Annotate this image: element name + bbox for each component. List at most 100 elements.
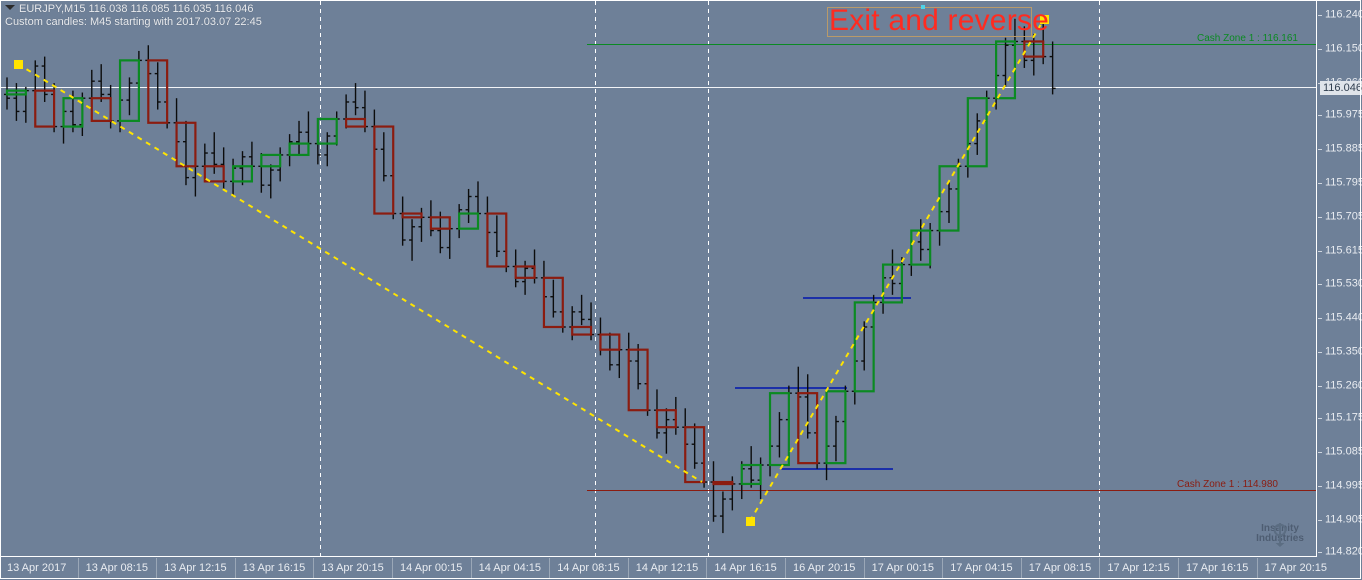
- time-axis-label: 13 Apr 12:15: [164, 562, 227, 574]
- ohlc-bar: [98, 64, 105, 102]
- ohlc-bar: [380, 132, 387, 182]
- price-axis-tick: [1318, 15, 1322, 16]
- annotation-anchor-point[interactable]: [921, 5, 925, 9]
- time-axis-label: 14 Apr 08:15: [557, 562, 620, 574]
- price-axis-label: 116.150: [1325, 42, 1362, 55]
- time-axis-separator: [77, 558, 79, 578]
- watermark: Insanity Industries: [1235, 523, 1325, 547]
- ohlc-bar: [550, 279, 557, 318]
- ohlc-bar: [154, 62, 161, 110]
- time-axis-separator: [234, 558, 236, 578]
- ohlc-bar: [832, 415, 839, 462]
- ohlc-bar: [296, 120, 303, 155]
- ohlc-bar: [493, 215, 500, 258]
- text-annotation-exit-reverse[interactable]: Exit and reverse: [829, 4, 1049, 37]
- ohlc-bar: [1049, 41, 1056, 95]
- time-axis-separator: [1099, 558, 1101, 578]
- price-axis-label: 114.995: [1325, 479, 1362, 492]
- time-axis-label: 17 Apr 12:15: [1107, 562, 1170, 574]
- price-axis-label: 115.705: [1325, 210, 1362, 223]
- time-axis-separator: [1178, 558, 1179, 578]
- ohlc-bar: [324, 132, 331, 167]
- ohlc-bar: [691, 423, 698, 469]
- ohlc-bar: [861, 321, 868, 371]
- ohlc-bar: [578, 294, 585, 326]
- symbol-header-row[interactable]: EURJPY,M15 116.038 116.085 116.035 116.0…: [5, 3, 262, 16]
- price-axis-label: 115.175: [1325, 411, 1362, 424]
- price-axis-tick: [1318, 283, 1322, 285]
- ohlc-bar: [748, 446, 755, 488]
- ohlc-bar: [974, 113, 981, 155]
- grid-line-vertical: [1099, 1, 1100, 557]
- price-axis[interactable]: 116.240116.150116.060115.975115.885115.7…: [1318, 1, 1362, 579]
- ohlc-bar: [917, 219, 924, 261]
- ohlc-bar: [1002, 37, 1009, 87]
- price-axis-label: 115.615: [1325, 244, 1362, 257]
- price-axis-tick: [1318, 552, 1322, 553]
- price-axis-tick: [1318, 251, 1322, 253]
- price-axis-tick: [1318, 49, 1322, 51]
- indicator-header-row: Custom candles: M45 starting with 2017.0…: [5, 16, 262, 28]
- time-axis-label: 13 Apr 16:15: [242, 562, 306, 574]
- ohlc-bar: [41, 56, 48, 102]
- time-axis[interactable]: 13 Apr 2017 13 Apr 08:15 13 Apr 12:15 13 Ap…: [1, 558, 1327, 579]
- price-axis-label: 115.530: [1325, 277, 1362, 289]
- candlestick-series: [4, 18, 1056, 534]
- price-axis-label: 115.350: [1325, 345, 1362, 358]
- time-axis-separator: [863, 558, 865, 578]
- ohlc-bar: [1030, 33, 1037, 76]
- price-axis-label: 116.240: [1325, 8, 1362, 21]
- price-axis-tick: [1318, 149, 1322, 151]
- ohlc-bar: [267, 164, 274, 199]
- chart-header: EURJPY,M15 116.038 116.085 116.035 116.0…: [5, 3, 262, 29]
- price-axis-tick: [1318, 351, 1322, 353]
- price-axis-label: 115.440: [1325, 311, 1362, 324]
- time-axis-label: 14 Apr 04:15: [478, 562, 541, 574]
- time-axis-separator: [942, 558, 944, 578]
- cash-zone-upper-label: Cash Zone 1 : 116.161: [1197, 32, 1298, 44]
- grid-line-vertical: [708, 1, 709, 557]
- text-annotation-selection-box[interactable]: [827, 7, 1032, 37]
- time-axis-separator: [313, 558, 315, 578]
- custom-candle: [571, 325, 593, 336]
- price-axis-tick: [1318, 115, 1322, 117]
- price-axis-tick: [1318, 385, 1322, 387]
- time-axis-label: 14 Apr 00:15: [400, 562, 463, 574]
- ohlc-bar: [776, 412, 783, 458]
- time-axis-separator: [549, 558, 551, 578]
- time-axis-label: 16 Apr 20:15: [793, 562, 856, 574]
- custom-candle: [712, 480, 734, 486]
- ohlc-bar: [719, 491, 726, 534]
- watermark-logo-icon: [1273, 523, 1287, 547]
- time-axis-label: 17 Apr 00:15: [871, 562, 934, 574]
- ohlc-bar: [409, 219, 416, 261]
- time-axis-separator: [156, 558, 158, 578]
- price-axis-label: 115.975: [1325, 108, 1362, 121]
- ohlc-bar: [126, 77, 133, 116]
- time-axis-label: 13 Apr 2017: [7, 562, 67, 574]
- price-axis-tick: [1318, 485, 1322, 487]
- time-axis-separator: [1020, 558, 1022, 578]
- time-axis-label: 13 Apr 08:15: [85, 562, 148, 574]
- time-axis-separator: [392, 558, 393, 578]
- time-axis-label: 14 Apr 12:15: [635, 562, 699, 574]
- ohlc-bar: [211, 132, 218, 174]
- cash-zone-lower-label: Cash Zone 1 : 114.980: [1177, 479, 1278, 491]
- symbol-ohlc-text: EURJPY,M15 116.038 116.085 116.035 116.0…: [19, 3, 254, 15]
- ohlc-bar: [606, 332, 613, 371]
- custom-candle: [401, 212, 423, 219]
- price-axis-label: 115.085: [1325, 445, 1362, 458]
- ohlc-bar: [352, 83, 359, 116]
- ohlc-bar: [946, 181, 952, 223]
- custom-candle: [345, 117, 367, 128]
- ohlc-bar: [239, 151, 246, 186]
- price-axis-tick: [1318, 451, 1322, 453]
- triangle-down-icon[interactable]: [5, 5, 15, 10]
- time-axis-label: 14 Apr 16:15: [714, 562, 777, 574]
- time-axis-label: 17 Apr 04:15: [950, 562, 1013, 574]
- price-axis-tick: [1318, 217, 1322, 219]
- price-axis-label: 115.795: [1325, 176, 1362, 189]
- current-price-label: 116.046: [1320, 81, 1362, 96]
- price-axis-label: 114.820: [1325, 545, 1362, 558]
